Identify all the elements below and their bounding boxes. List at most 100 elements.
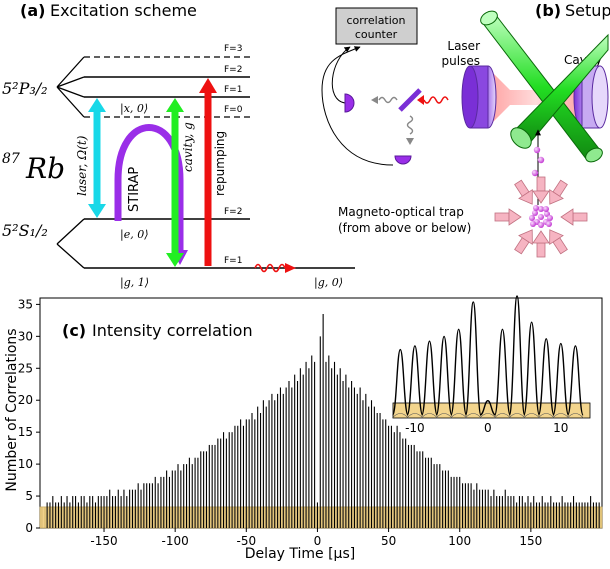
mot-label-line2: (from above or below): [338, 221, 471, 235]
panel-a-letter: (a): [20, 1, 45, 20]
inset-x-tick-label: 10: [553, 421, 568, 435]
panel-b-setup: (b) Setup correlation counter Laser puls…: [321, 1, 610, 258]
inset-background-hump: [450, 413, 467, 419]
laser-arrow: [88, 98, 106, 218]
mot-beam-arrow: [514, 229, 533, 255]
cavity-mode: [490, 70, 582, 125]
state-s-label: 5²S₁/₂: [2, 221, 48, 240]
mot-beam-arrow: [549, 229, 568, 255]
atom: [538, 214, 544, 220]
inset-peak: [494, 328, 511, 416]
stirap-label: STIRAP: [127, 167, 142, 212]
mot-beam-arrow: [549, 179, 568, 205]
species-mass: 87: [2, 151, 20, 167]
level-label-s-f2: F=2: [224, 207, 242, 217]
inset-background-hump: [552, 413, 570, 419]
atom: [538, 222, 544, 228]
ket-g1: |g, 1⟩: [120, 276, 149, 290]
x-tick-label: 0: [314, 534, 322, 548]
inset-background-hump: [406, 413, 424, 419]
atom: [543, 206, 549, 212]
counter-label-line1: correlation: [346, 14, 405, 27]
inset-peak: [391, 348, 409, 416]
x-tick-label: -150: [90, 534, 117, 548]
level-label-s-f1: F=1: [224, 256, 242, 266]
detector-icon: [394, 155, 412, 165]
panel-c-title: Intensity correlation: [92, 321, 253, 340]
panel-c-letter: (c): [62, 321, 86, 340]
cavity-label: cavity, g: [181, 122, 195, 172]
atom-cloud-icon: [494, 176, 588, 258]
inset-x-tick-label: -10: [405, 421, 425, 435]
y-tick-label: 0: [25, 521, 33, 535]
ket-e0: |e, 0⟩: [120, 228, 149, 242]
laser-beam-1: [480, 10, 603, 163]
level-label-f1: F=1: [224, 85, 242, 95]
ket-x0: |x, 0⟩: [120, 102, 148, 116]
x-tick-label: 50: [381, 534, 396, 548]
panel-c-intensity-correlation: (c) Intensity correlation -150 -100 -50 0 50…: [4, 295, 603, 562]
photon-wave-icon: [378, 96, 398, 104]
beam-splitter-icon: [398, 88, 422, 112]
panel-b-title: Setup: [565, 1, 610, 20]
photon-wave-icon: [406, 115, 414, 135]
p-hyperfine-split: [56, 56, 85, 118]
atom: [547, 215, 553, 221]
laser-beam-2: [510, 33, 609, 149]
inset-peak: [523, 321, 541, 416]
panel-a-title: Excitation scheme: [50, 1, 197, 20]
inset-background-hump: [392, 413, 409, 419]
y-tick-label: 5: [25, 489, 33, 503]
emitted-photon-icon: [254, 263, 296, 273]
inset-background-hump: [421, 413, 438, 419]
atom: [538, 206, 544, 212]
ket-g0: |g, 0⟩: [314, 276, 343, 290]
laser-pulses-label-line2: pulses: [442, 54, 480, 68]
inset-background-hump: [523, 413, 540, 419]
photon-wave-icon: [423, 96, 449, 104]
atom: [533, 205, 539, 211]
inset-background-hump: [494, 413, 511, 419]
inset-background-band: [392, 402, 591, 419]
mot-beam-arrow: [532, 230, 550, 258]
inset-peak: [552, 342, 570, 416]
repumping-label: repumping: [213, 131, 227, 196]
x-tick-label: 150: [519, 534, 542, 548]
panel-a-excitation-scheme: (a) Excitation scheme F=3 F=2 F=1 F=0 F=…: [2, 1, 355, 290]
atom: [532, 210, 538, 216]
y-tick-label: 25: [18, 361, 33, 375]
inset-peak: [508, 295, 526, 416]
level-label-f2: F=2: [224, 65, 242, 75]
inset-peak: [479, 400, 496, 416]
level-label-f3: F=3: [224, 44, 242, 54]
inset-background-hump: [508, 413, 526, 419]
inset-background-hump: [537, 413, 555, 419]
inset-peak: [537, 338, 555, 416]
state-p-label: 5²P₃/₂: [2, 79, 48, 98]
inset-background-hump: [465, 413, 482, 419]
panel-b-letter: (b): [535, 1, 561, 20]
y-tick-label: 30: [18, 329, 33, 343]
inset-background-hump: [567, 413, 584, 419]
level-label-f0: F=0: [224, 105, 243, 115]
atom: [546, 221, 552, 227]
inset-peak: [567, 345, 584, 416]
laser-label: laser, Ω(t): [75, 135, 89, 196]
cable-2: [321, 46, 394, 166]
cable-1: [331, 46, 351, 104]
laser-pulses-label-line1: Laser: [447, 39, 480, 53]
atom: [529, 215, 535, 221]
inset-peak: [435, 335, 453, 416]
inset-x-tick-label: 0: [484, 421, 492, 435]
inset-peak: [406, 345, 424, 416]
y-tick-label: 35: [18, 297, 33, 311]
inset-peak: [421, 340, 438, 416]
inset-peak: [450, 328, 468, 416]
atom: [530, 221, 536, 227]
cavity-arrow: [166, 98, 184, 267]
correlation-counter-box: [335, 7, 418, 45]
mot-beam-arrow: [494, 208, 522, 226]
inset-chart: -10 0 10: [391, 295, 591, 435]
